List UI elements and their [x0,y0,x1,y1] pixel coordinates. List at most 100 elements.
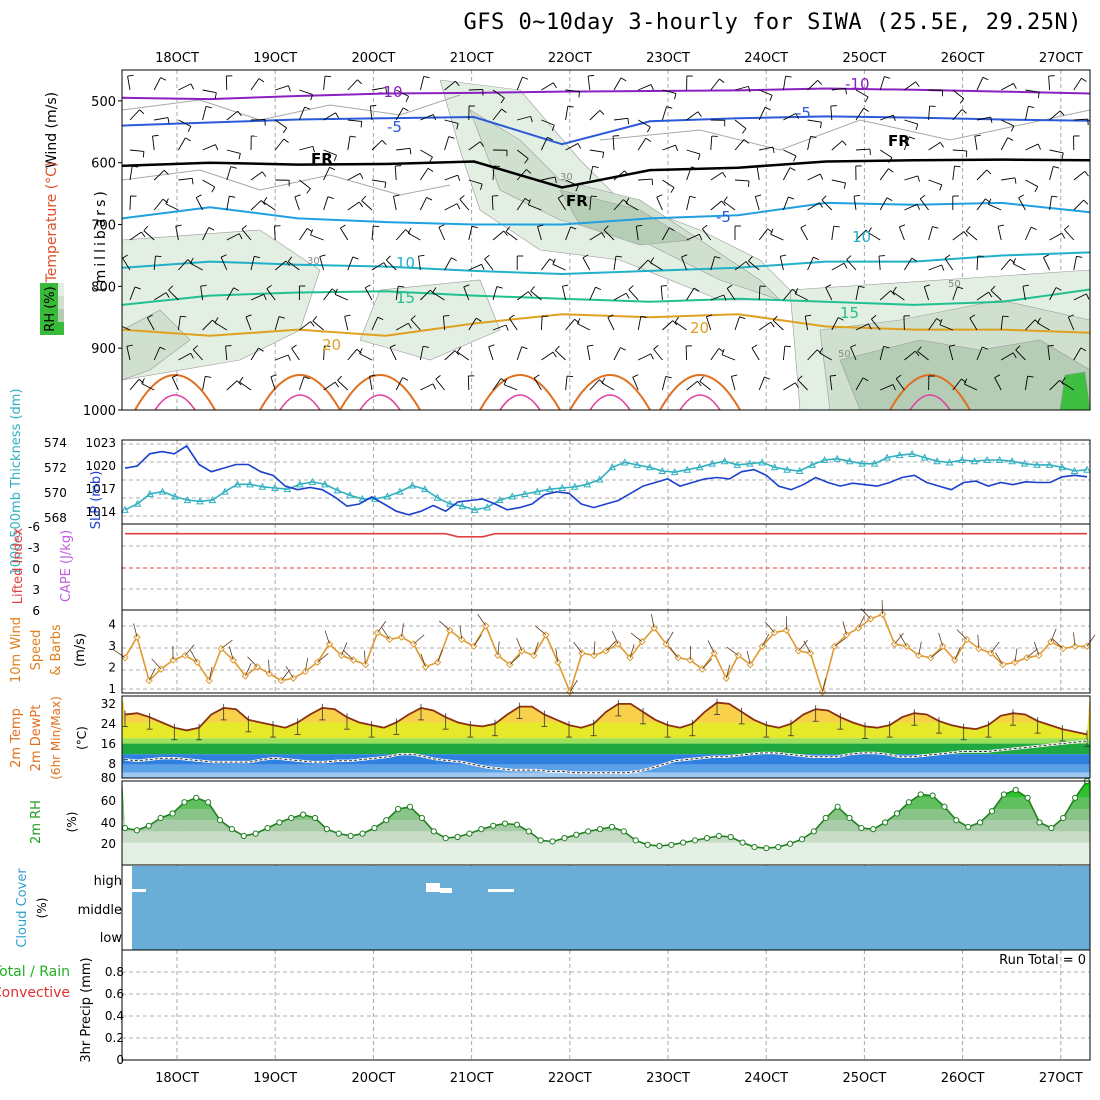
wind-barb-flag [409,148,412,155]
wind-barb-flag [909,136,915,140]
wind-barb [468,263,482,271]
wind-barb [686,196,691,211]
wind-barb [274,225,276,241]
wind-barb-flag [238,153,241,160]
wind-barb [721,354,736,361]
wind-barb [444,174,458,181]
rh2m-point [395,805,402,813]
wind-barb-flag [825,284,832,288]
slp-line [124,444,1088,516]
slp-tick-label: 1020 [85,459,116,473]
wind-barb [492,286,498,301]
wind-barb [468,226,473,241]
thickness-point [433,493,442,501]
contour-label: FR [311,150,333,168]
wind-barb-flag [138,378,144,384]
wind-barb-flag [895,374,902,380]
temp-band [122,772,1090,778]
wind-barb [686,111,699,121]
wind-barb-flag [607,314,614,318]
thickness-point [933,457,941,465]
rh2m-point [573,831,580,838]
wind-barb-flag [698,234,703,240]
wind-barb-flag [982,76,989,81]
rh2m-point [371,824,378,832]
wind-barb-flag [1037,317,1041,324]
wind-barb [994,377,1002,391]
contour-label: 10 [396,254,415,272]
rh2m-point [680,839,687,846]
wind-barb-flag [451,257,457,262]
wind10m-barb [343,649,354,661]
wind-barb-flag [853,194,861,197]
wind-barb [347,201,360,211]
thickness-point [171,492,179,500]
wind-barb-flag [982,346,988,350]
wind-barb [323,345,325,361]
wind-barb-flag [364,284,371,289]
wind-barb-flag [306,188,311,194]
wind-barb [250,200,262,211]
wind-barb-flag [1080,347,1087,352]
wind-barb [127,76,131,91]
wind-barb-flag [974,134,981,137]
thickness-point [920,453,929,461]
wind-barb-flag [656,194,663,198]
wind-barb-flag [833,225,840,228]
wind-barb-flag [793,155,797,162]
wind10m-point [385,635,394,644]
wind-barb [686,287,695,301]
wind-barb [1024,106,1029,121]
wind-barb [347,348,358,361]
wind-barb [613,347,621,361]
rh2m-point [775,843,782,851]
thickness-point [1058,463,1066,471]
thickness-point [470,505,479,513]
wind-barb-flag [969,314,976,319]
thickness-point [1020,459,1029,467]
wind-barb-flag [817,79,823,85]
wind-barb-flag [1037,92,1040,99]
li-tick-label: 6 [32,604,40,618]
wind-barb-flag [830,374,837,377]
panel-frame [121,949,1091,1061]
wind-barb-flag [914,350,920,357]
rh2m-point [383,817,390,824]
rh2m-point [193,794,200,801]
wind-barb-flag [1053,166,1060,169]
wind-barb [734,85,749,91]
rh2m-point [181,799,188,806]
wind-barb [395,322,409,331]
wind10m-barb [764,621,775,633]
thickness-point [233,480,242,488]
wind-barb-flag [294,194,301,198]
wind-barb-flag [329,166,336,171]
wind-barb-flag [924,284,931,288]
date-label-top: 25OCT [843,51,887,66]
wind-barb-flag [241,225,247,230]
thickness-tick-label: 572 [44,461,67,475]
wind-barb [220,257,228,271]
wind-barb [129,109,140,121]
rh2m-point [941,803,948,810]
wind-barb-flag [623,199,629,204]
wind-barb [928,179,942,186]
warm-contour [259,374,341,410]
wind-barb-flag [501,108,507,114]
wind-barb [976,291,989,301]
wind10m-point [758,642,767,650]
date-label-top: 19OCT [253,51,297,66]
wind-barb [1025,319,1036,331]
wind-barb [323,149,337,156]
wind-barb-flag [674,93,677,100]
wind-barb-flag [990,116,993,124]
wind-barb [748,260,760,271]
wind-barb-flag [723,196,728,202]
wind-barb [537,226,542,241]
wind10m-barb [439,620,450,631]
wind-barb [420,114,434,121]
thickness-point [158,487,167,495]
wind-barb-flag [496,286,503,289]
wind-barb-flag [340,224,346,229]
wind10m-barb [1050,628,1057,642]
